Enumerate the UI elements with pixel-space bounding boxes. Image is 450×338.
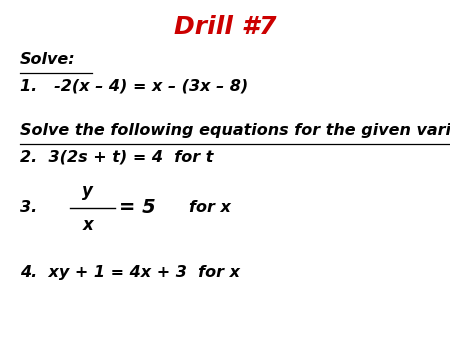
Text: 1.   -2(x – 4) = x – (3x – 8): 1. -2(x – 4) = x – (3x – 8) [20,79,248,94]
Text: = 5: = 5 [119,198,156,217]
Text: for x: for x [189,200,231,215]
Text: 2.  3(2s + t) = 4  for t: 2. 3(2s + t) = 4 for t [20,150,214,165]
Text: 4.  xy + 1 = 4x + 3  for x: 4. xy + 1 = 4x + 3 for x [20,265,240,280]
Text: x: x [82,216,93,234]
Text: Drill #7: Drill #7 [174,15,276,39]
Text: 3.: 3. [20,200,37,215]
Text: Solve the following equations for the given variable:: Solve the following equations for the gi… [20,123,450,138]
Text: y: y [82,182,93,200]
Text: Solve:: Solve: [20,52,76,67]
